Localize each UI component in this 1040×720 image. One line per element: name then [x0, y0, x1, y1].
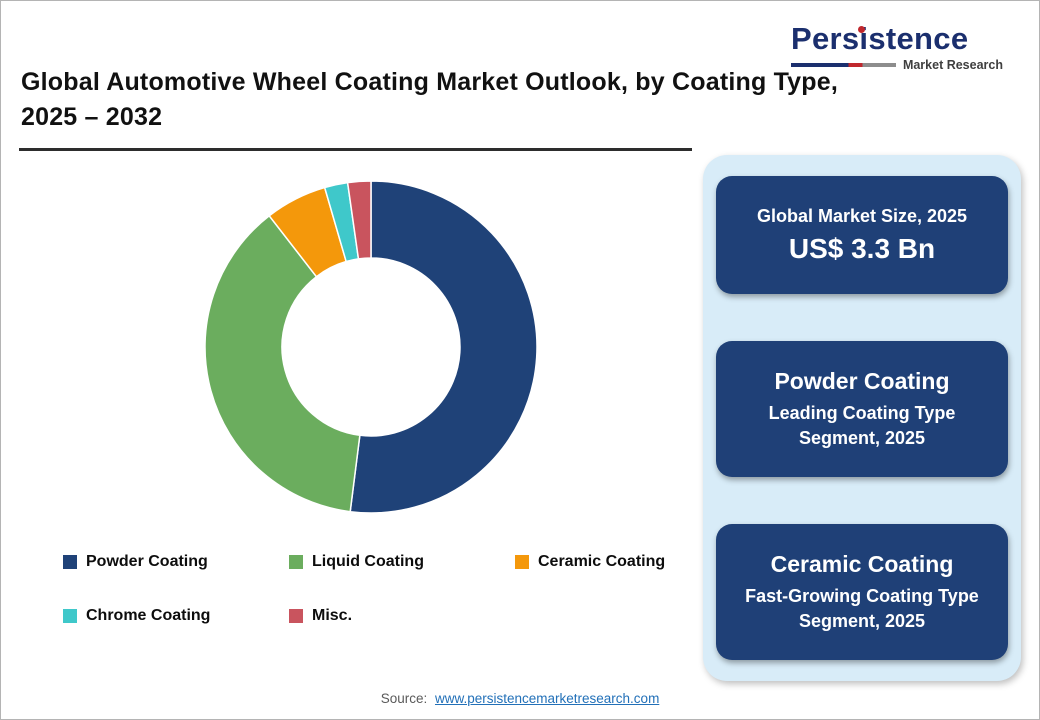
leading-segment-desc: Leading Coating Type Segment, 2025: [768, 403, 956, 448]
fast-growing-segment-card: Ceramic Coating Fast-Growing Coating Typ…: [716, 524, 1008, 660]
market-size-card: Global Market Size, 2025 US$ 3.3 Bn: [716, 176, 1008, 294]
donut-segment-misc: [346, 180, 372, 260]
fast-growing-segment-desc: Fast-Growing Coating Type Segment, 2025: [745, 586, 979, 631]
source-label: Source:: [380, 691, 428, 706]
chart-legend: Powder Coating Liquid Coating Ceramic Coat…: [63, 553, 741, 625]
source-link[interactable]: www.persistencemarketresearch.com: [434, 691, 660, 706]
brand-logo: Persistence Market Research: [791, 23, 1003, 72]
page-title: Global Automotive Wheel Coating Market O…: [21, 65, 838, 135]
market-size-label: Global Market Size, 2025: [756, 205, 968, 226]
legend-item: Powder Coating: [63, 553, 289, 571]
brand-subtitle: Market Research: [902, 58, 1003, 72]
legend-item: Misc.: [289, 607, 515, 625]
legend-swatch: [289, 609, 303, 623]
leading-segment-card: Powder Coating Leading Coating Type Segm…: [716, 341, 1008, 477]
legend-label: Powder Coating: [86, 553, 208, 570]
legend-swatch: [63, 555, 77, 569]
donut-segment-powder-coating: [349, 180, 538, 514]
legend-label: Liquid Coating: [312, 553, 424, 570]
logo-dot-icon: [858, 26, 865, 33]
highlights-panel: Global Market Size, 2025 US$ 3.3 Bn Powd…: [703, 155, 1021, 681]
legend-swatch: [63, 609, 77, 623]
legend-swatch: [515, 555, 529, 569]
legend-item: Chrome Coating: [63, 607, 289, 625]
legend-item: Liquid Coating: [289, 553, 515, 571]
market-size-value: US$ 3.3 Bn: [788, 232, 936, 264]
fast-growing-segment-name: Ceramic Coating: [770, 551, 954, 578]
source-line: Source: www.persistencemarketresearch.co…: [1, 691, 1039, 706]
legend-label: Ceramic Coating: [538, 553, 666, 570]
brand-row: Persistence: [791, 23, 1003, 54]
legend-swatch: [289, 555, 303, 569]
legend-label: Misc.: [312, 607, 353, 624]
brand-name: Persistence: [791, 21, 969, 56]
leading-segment-name: Powder Coating: [774, 368, 950, 395]
donut-segment-liquid-coating: [204, 214, 361, 513]
title-line-1: Global Automotive Wheel Coating Market O…: [21, 68, 839, 96]
legend-label: Chrome Coating: [86, 607, 211, 624]
logo-underline: [791, 63, 896, 67]
donut-chart: [204, 180, 538, 514]
brand-sub-row: Market Research: [791, 58, 1003, 72]
title-line-2: 2025 – 2032: [21, 103, 163, 131]
title-divider: [19, 148, 692, 151]
legend-item: Ceramic Coating: [515, 553, 741, 571]
